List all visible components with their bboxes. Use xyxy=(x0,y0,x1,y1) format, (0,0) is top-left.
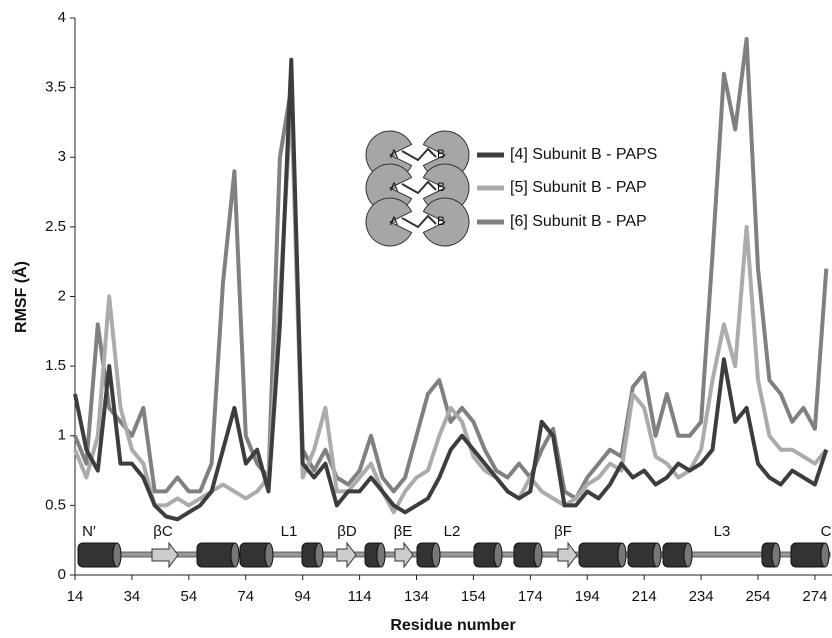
strand xyxy=(151,541,179,569)
y-tick-label: 0.5 xyxy=(45,496,66,513)
strand xyxy=(394,541,414,569)
x-tick-label: 174 xyxy=(518,588,543,605)
y-tick-label: 4 xyxy=(58,9,66,26)
helix-end xyxy=(230,542,240,568)
legend-subunit-label: A xyxy=(390,180,398,194)
x-tick-label: 54 xyxy=(180,588,197,605)
legend-label: [4] Subunit B - PAPS xyxy=(510,146,657,163)
helix-end xyxy=(617,542,627,568)
helix-end xyxy=(493,542,503,568)
x-tick-label: 134 xyxy=(404,588,429,605)
legend-subunit-label: A xyxy=(390,214,398,228)
y-tick-label: 2 xyxy=(58,287,66,304)
helix-end xyxy=(376,542,386,568)
helix-end xyxy=(683,542,693,568)
structure-label: C xyxy=(821,523,832,540)
y-tick-label: 3.5 xyxy=(45,79,66,96)
y-tick-label: 1 xyxy=(58,427,66,444)
structure-label: βC xyxy=(153,523,173,540)
x-tick-label: 114 xyxy=(348,588,372,605)
x-tick-label: 234 xyxy=(689,588,714,605)
legend-subunit xyxy=(365,197,413,247)
series-line xyxy=(73,99,828,515)
structure-label: βF xyxy=(554,523,572,540)
legend-subunit-label: B xyxy=(437,180,445,194)
x-tick-label: 194 xyxy=(575,588,600,605)
helix-end xyxy=(533,542,543,568)
structure-label: N′ xyxy=(82,523,96,540)
legend-entry: A B [4] Subunit B - PAPS xyxy=(365,130,657,180)
secondary-structure: N′ βC L1 βD βE L2 βF L3 C xyxy=(77,523,832,569)
strand xyxy=(557,541,578,569)
legend-subunit-label: B xyxy=(437,147,445,161)
helix-end xyxy=(264,542,274,568)
y-tick-label: 2.5 xyxy=(45,218,66,235)
structure-label: L2 xyxy=(444,523,461,540)
legend-subunit xyxy=(422,197,470,247)
series-line xyxy=(73,57,829,522)
x-tick-label: 274 xyxy=(802,588,827,605)
y-tick-label: 0 xyxy=(58,566,66,583)
x-tick-label: 74 xyxy=(237,588,254,605)
structure-label: L1 xyxy=(281,523,298,540)
legend-linker xyxy=(401,180,437,195)
legend-label: [5] Subunit B - PAP xyxy=(510,179,647,196)
helix-end xyxy=(112,542,122,568)
legend-linker xyxy=(401,214,437,229)
x-axis-title: Residue number xyxy=(390,617,515,634)
legend-subunit-label: B xyxy=(437,214,445,228)
strand xyxy=(336,541,357,569)
x-tick-label: 214 xyxy=(632,588,657,605)
helix-end xyxy=(314,542,324,568)
legend-entry: A B [6] Subunit B - PAP xyxy=(365,197,647,247)
helix-end xyxy=(431,542,441,568)
series-line xyxy=(73,36,829,501)
y-tick-label: 3 xyxy=(58,148,66,165)
y-tick-label: 1.5 xyxy=(45,357,66,374)
x-tick-label: 94 xyxy=(294,588,311,605)
helix-end xyxy=(820,542,830,568)
legend-subunit-label: A xyxy=(390,147,398,161)
x-tick-label: 14 xyxy=(67,588,84,605)
structure-label: L3 xyxy=(714,523,731,540)
structure-label: βD xyxy=(337,523,357,540)
x-tick-label: 34 xyxy=(124,588,141,605)
helix-end xyxy=(771,542,781,568)
helix-end xyxy=(652,542,662,568)
x-tick-label: 154 xyxy=(461,588,486,605)
legend-label: [6] Subunit B - PAP xyxy=(510,213,647,230)
structure-label: βE xyxy=(394,523,413,540)
legend-linker xyxy=(401,147,437,162)
y-axis-title: RMSF (Å) xyxy=(11,261,30,333)
x-tick-label: 254 xyxy=(745,588,770,605)
backbone xyxy=(77,551,831,558)
